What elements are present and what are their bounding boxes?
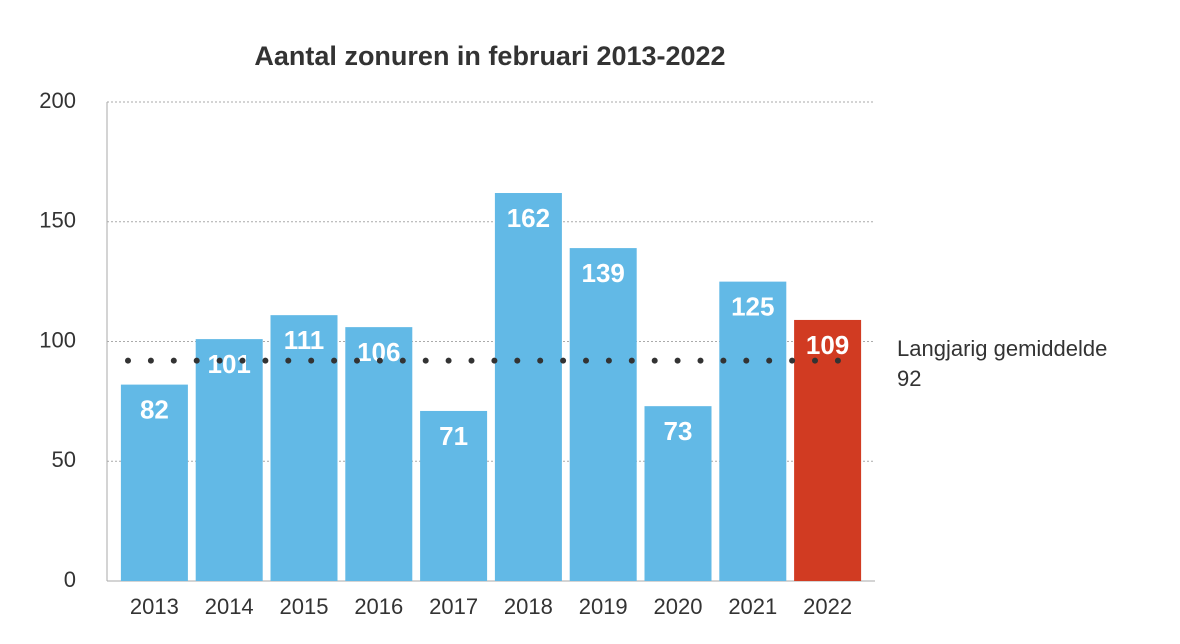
x-tick-label: 2021 xyxy=(728,594,777,619)
chart-title: Aantal zonuren in februari 2013-2022 xyxy=(254,41,725,71)
data-label: 82 xyxy=(140,394,169,424)
data-label: 101 xyxy=(208,349,251,379)
bar xyxy=(195,339,263,581)
bar xyxy=(794,319,862,581)
bar xyxy=(719,281,787,581)
data-label: 109 xyxy=(806,330,849,360)
x-tick-label: 2014 xyxy=(205,594,254,619)
y-tick-label: 50 xyxy=(52,447,76,472)
x-tick-label: 2017 xyxy=(429,594,478,619)
x-tick-label: 2022 xyxy=(803,594,852,619)
data-label: 162 xyxy=(507,203,550,233)
y-tick-label: 100 xyxy=(39,327,76,352)
data-label: 111 xyxy=(284,325,325,355)
data-label: 71 xyxy=(439,421,468,451)
x-tick-label: 2013 xyxy=(130,594,179,619)
x-tick-label: 2020 xyxy=(654,594,703,619)
data-label: 139 xyxy=(582,258,625,288)
x-tick-label: 2015 xyxy=(280,594,329,619)
bar xyxy=(494,193,562,581)
x-tick-label: 2018 xyxy=(504,594,553,619)
data-label: 73 xyxy=(664,416,693,446)
y-tick-label: 0 xyxy=(64,567,76,592)
x-tick-label: 2019 xyxy=(579,594,628,619)
y-tick-label: 200 xyxy=(39,88,76,113)
data-label: 125 xyxy=(731,292,774,322)
x-tick-label: 2016 xyxy=(354,594,403,619)
bar xyxy=(270,315,338,581)
reference-value: 92 xyxy=(897,366,921,391)
reference-label: Langjarig gemiddelde xyxy=(897,336,1107,361)
y-tick-label: 150 xyxy=(39,208,76,233)
bar xyxy=(120,384,188,581)
bar xyxy=(569,248,637,581)
bar xyxy=(420,410,488,581)
bar xyxy=(345,327,413,581)
bar xyxy=(644,406,712,581)
